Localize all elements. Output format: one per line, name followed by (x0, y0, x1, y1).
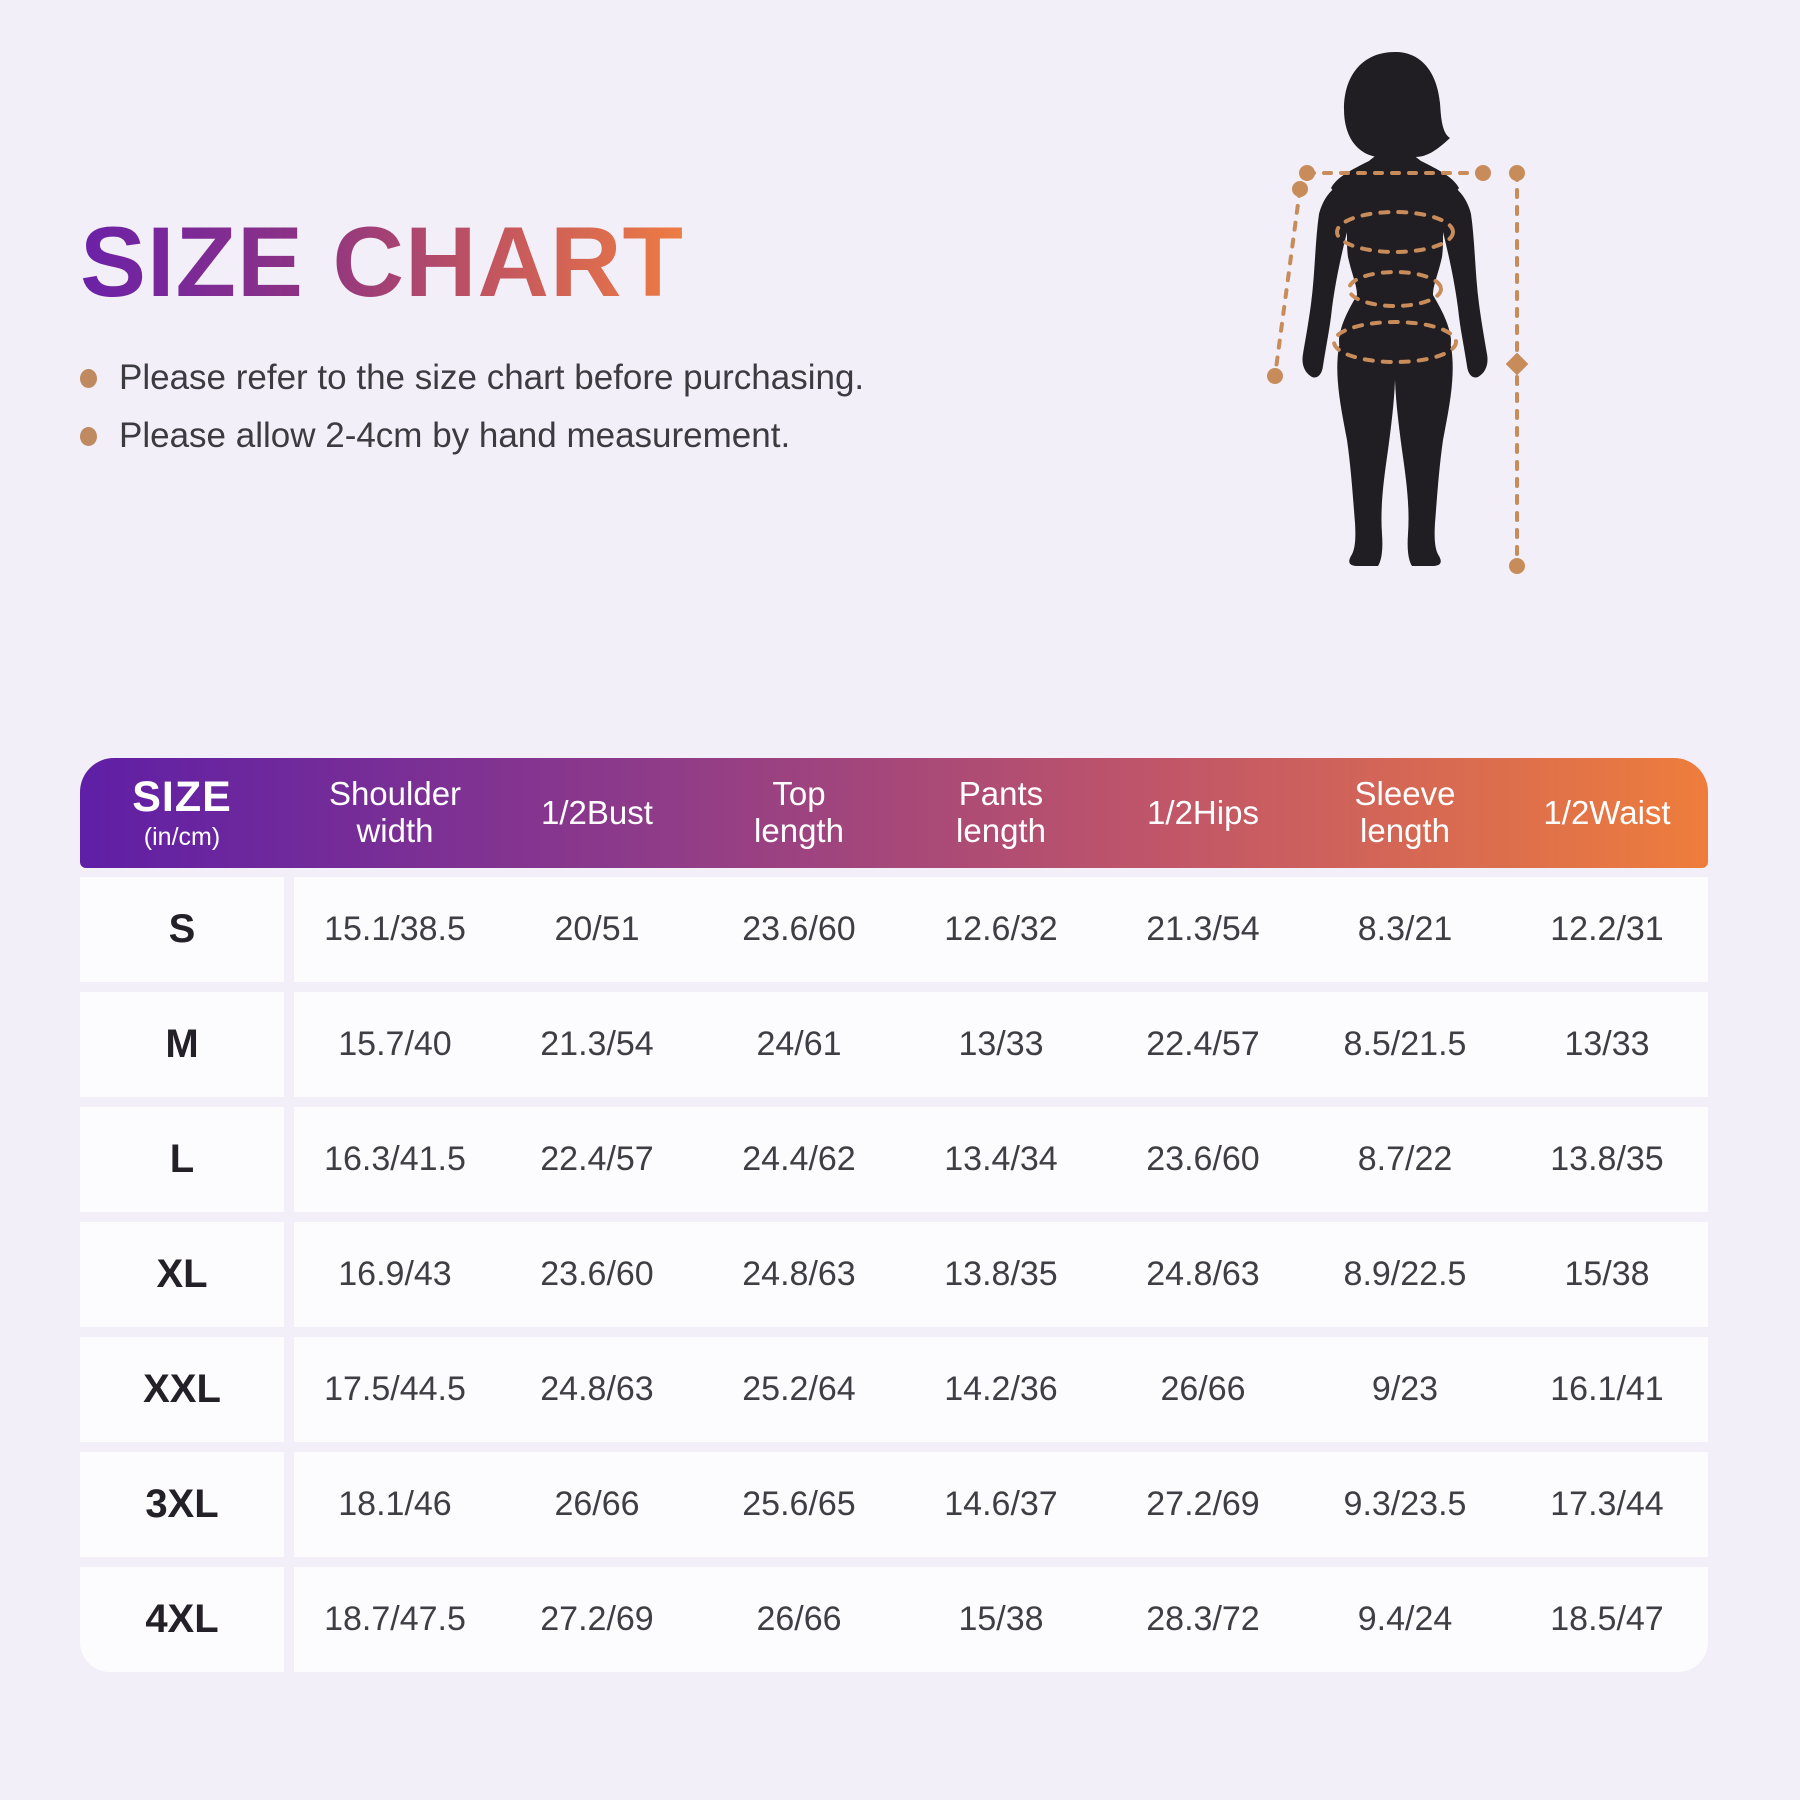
measurement-cell: 17.5/44.5 (324, 1370, 466, 1408)
measurement-cell: 16.1/41 (1550, 1370, 1664, 1408)
row-values-background (294, 1452, 1708, 1557)
measurement-cell: 16.3/41.5 (324, 1140, 466, 1178)
measurement-cell: 9.3/23.5 (1343, 1485, 1467, 1523)
measurement-cell: 24.8/63 (540, 1370, 654, 1408)
measurement-cell: 20/51 (554, 910, 640, 948)
measure-end-dots (1267, 165, 1529, 574)
measurement-cell: 15.1/38.5 (324, 910, 466, 948)
measurement-cell: 25.6/65 (742, 1485, 856, 1523)
column-header: 1/2Waist (1543, 793, 1671, 831)
waist-measure-ellipse (1347, 270, 1443, 308)
table-row: 3XL 18.1/46 26/66 25.6/65 14.6/37 27.2/69 9.3/… (80, 1452, 1708, 1557)
measurement-cell: 13.8/35 (944, 1255, 1058, 1293)
measurement-cell: 21.3/54 (1146, 910, 1260, 948)
note-text: Please refer to the size chart before pu… (119, 358, 865, 397)
row-values-background (294, 1107, 1708, 1212)
table-row: XL 16.9/43 23.6/60 24.8/63 13.8/35 24.8/63 8.9… (80, 1222, 1708, 1327)
measurement-cell: 26/66 (756, 1600, 842, 1638)
size-label: XXL (80, 1337, 284, 1442)
body-silhouette (1302, 52, 1488, 566)
measurement-cell: 8.9/22.5 (1343, 1255, 1467, 1293)
size-label: M (80, 992, 284, 1097)
measurement-cell: 8.3/21 (1357, 910, 1453, 948)
measurement-cell: 13/33 (958, 1025, 1044, 1063)
measurement-cell: 26/66 (554, 1485, 640, 1523)
measurement-cell: 12.2/31 (1550, 910, 1664, 948)
row-values-background (294, 1222, 1708, 1327)
body-measurement-figure (1267, 52, 1529, 574)
hips-measure-ellipse (1332, 320, 1458, 364)
table-row: M 15.7/40 21.3/54 24/61 13/33 22.4/57 8.5/21.5… (80, 992, 1708, 1097)
measurement-cell: 13.8/35 (1550, 1140, 1664, 1178)
column-header: Pants length (956, 775, 1046, 849)
measurement-cell: 13.4/34 (944, 1140, 1058, 1178)
column-header: Sleeve length (1354, 775, 1456, 849)
measurement-cell: 26/66 (1160, 1370, 1246, 1408)
measurement-cell: 23.6/60 (1146, 1140, 1260, 1178)
measurement-cell: 28.3/72 (1146, 1600, 1260, 1638)
measurement-cell: 25.2/64 (742, 1370, 856, 1408)
column-header: SIZE (in/cm) (132, 772, 232, 851)
size-label: L (80, 1107, 284, 1212)
measurement-cell: 16.9/43 (338, 1255, 452, 1293)
row-values-background (294, 1337, 1708, 1442)
table-body: S 15.1/38.5 20/51 23.6/60 12.6/32 21.3/54 8.3/… (80, 877, 1708, 1672)
measurement-cell: 27.2/69 (1146, 1485, 1260, 1523)
size-chart-table: SIZE (in/cm) Shoulder width 1/2Bust Top leng… (80, 758, 1708, 1682)
measurement-cell: 15/38 (958, 1600, 1044, 1638)
column-header: 1/2Hips (1147, 793, 1259, 831)
table-header-row: SIZE (in/cm) Shoulder width 1/2Bust Top leng… (80, 758, 1708, 868)
measurement-cell: 18.1/46 (338, 1485, 452, 1523)
measurement-cell: 17.3/44 (1550, 1485, 1664, 1523)
measurement-cell: 8.7/22 (1357, 1140, 1453, 1178)
measurement-cell: 23.6/60 (540, 1255, 654, 1293)
measurement-cell: 23.6/60 (742, 910, 856, 948)
measurement-cell: 18.7/47.5 (324, 1600, 466, 1638)
row-values-background (294, 1567, 1708, 1672)
notes: Please refer to the size chart before pu… (80, 356, 864, 472)
measurement-cell: 24.8/63 (1146, 1255, 1260, 1293)
size-label: XL (80, 1222, 284, 1327)
table-row: S 15.1/38.5 20/51 23.6/60 12.6/32 21.3/54 8.3/… (80, 877, 1708, 982)
table-row: XXL 17.5/44.5 24.8/63 25.2/64 14.2/36 26/66 9/… (80, 1337, 1708, 1442)
size-label: S (80, 877, 284, 982)
size-label: 3XL (80, 1452, 284, 1557)
note-text: Please allow 2-4cm by hand measurement. (119, 416, 791, 455)
column-header: Top length (754, 775, 844, 849)
measurement-cell: 9/23 (1371, 1370, 1439, 1408)
measurement-cell: 22.4/57 (540, 1140, 654, 1178)
bullet-dot-icon (80, 368, 97, 388)
measurement-cell: 12.6/32 (944, 910, 1058, 948)
measurement-cell: 14.6/37 (944, 1485, 1058, 1523)
measurement-cell: 27.2/69 (540, 1600, 654, 1638)
size-label: 4XL (80, 1567, 284, 1672)
page-title: SIZE CHART (80, 206, 684, 317)
sleeve-measure-line (1273, 187, 1302, 378)
measurement-cell: 21.3/54 (540, 1025, 654, 1063)
measurement-cell: 15.7/40 (338, 1025, 452, 1063)
note-line: Please allow 2-4cm by hand measurement. (80, 414, 864, 458)
measurement-cell: 18.5/47 (1550, 1600, 1664, 1638)
bullet-dot-icon (80, 426, 97, 446)
measurement-cell: 14.2/36 (944, 1370, 1058, 1408)
table-row: 4XL 18.7/47.5 27.2/69 26/66 15/38 28.3/72 9.4/… (80, 1567, 1708, 1672)
measurement-cell: 24.8/63 (742, 1255, 856, 1293)
row-values-background (294, 877, 1708, 982)
measurement-cell: 15/38 (1564, 1255, 1650, 1293)
measurement-cell: 8.5/21.5 (1343, 1025, 1467, 1063)
row-values-background (294, 992, 1708, 1097)
measurement-cell: 24.4/62 (742, 1140, 856, 1178)
measurement-cell: 9.4/24 (1357, 1600, 1453, 1638)
measurement-cell: 24/61 (756, 1025, 842, 1063)
table-row: L 16.3/41.5 22.4/57 24.4/62 13.4/34 23.6/60 8.… (80, 1107, 1708, 1212)
measurement-cell: 13/33 (1564, 1025, 1650, 1063)
bust-measure-ellipse (1335, 210, 1455, 254)
column-header: 1/2Bust (541, 793, 653, 831)
note-line: Please refer to the size chart before pu… (80, 356, 864, 400)
column-header: Shoulder width (328, 775, 462, 849)
measurement-cell: 22.4/57 (1146, 1025, 1260, 1063)
